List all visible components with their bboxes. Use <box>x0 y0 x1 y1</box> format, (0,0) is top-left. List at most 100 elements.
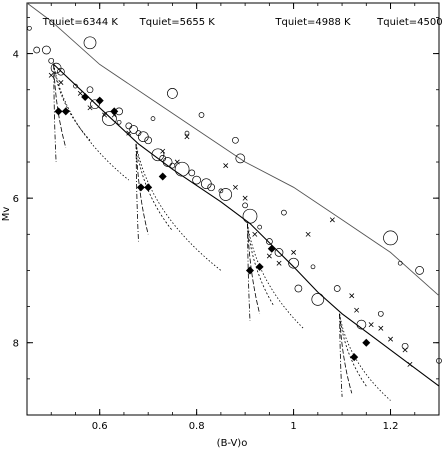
track-curve <box>135 143 173 231</box>
cross-points <box>48 72 413 367</box>
track-curve <box>247 223 251 322</box>
filled-diamond-points <box>54 92 371 362</box>
cross-point <box>48 72 54 78</box>
open-circle-point <box>383 230 398 246</box>
plot-frame <box>26 2 440 416</box>
open-circle-point <box>242 208 258 224</box>
track-curve <box>135 143 149 235</box>
open-circle-point <box>401 342 409 350</box>
tquiet-label: Tquiet=4988 K <box>274 17 351 28</box>
cross-point <box>378 325 384 331</box>
cross-point <box>102 112 108 118</box>
open-circle-point <box>242 202 248 209</box>
open-circle-point <box>377 310 384 317</box>
open-circle-point <box>57 67 65 76</box>
track-curve <box>339 313 367 387</box>
open-circle-point <box>356 319 367 330</box>
open-circle-point <box>83 36 97 50</box>
filled-diamond-point <box>136 183 145 192</box>
cross-point <box>354 307 360 313</box>
open-circle-point <box>137 131 149 143</box>
open-circle-point <box>129 125 138 134</box>
open-circle-point <box>150 116 156 121</box>
open-circle-point <box>27 25 32 31</box>
cross-point <box>407 361 413 367</box>
open-circle-point <box>144 136 153 145</box>
track-curve <box>53 64 57 163</box>
cross-point <box>77 90 83 96</box>
tquiet-label: Tquiet=5655 K <box>139 17 216 28</box>
track-curve <box>339 313 343 397</box>
open-circle-point <box>232 136 239 144</box>
cross-point <box>368 322 374 328</box>
track-curve <box>247 223 261 314</box>
track-curve <box>53 64 91 141</box>
x-tick-label: 0.8 <box>189 421 205 432</box>
track-curve <box>53 64 130 181</box>
cross-point <box>184 134 190 140</box>
filled-diamond-point <box>95 96 104 105</box>
filled-diamond-point <box>350 353 359 362</box>
y-tick-label: 8 <box>13 339 19 350</box>
cross-point <box>223 163 229 169</box>
cross-point <box>305 231 311 237</box>
open-circle-point <box>102 111 117 126</box>
tquiet-label: Tquiet=4500 K <box>376 17 442 28</box>
open-circle-point <box>184 130 190 136</box>
open-circle-point <box>174 161 190 177</box>
open-circle-point <box>73 83 78 89</box>
x-tick-label: 0.6 <box>92 421 108 432</box>
filled-diamond-point <box>158 172 167 181</box>
open-circle-point <box>198 112 205 118</box>
open-circle-point <box>397 260 403 266</box>
upper-gray-line <box>26 2 440 297</box>
open-circle-point <box>333 285 341 292</box>
track-curve <box>247 223 304 329</box>
open-circle-point <box>151 148 165 162</box>
cross-point <box>329 217 335 223</box>
open-circle-point <box>167 88 178 99</box>
cross-point <box>160 148 166 154</box>
cross-point <box>349 293 355 299</box>
tquiet-annotations: Tquiet=6344 K Tquiet=5655 K Tquiet=4988 K T… <box>42 17 442 28</box>
cross-point <box>242 195 248 201</box>
track-curve <box>339 313 353 394</box>
y-tick-label: 6 <box>13 194 19 205</box>
open-circle-point <box>192 175 201 185</box>
track-curve <box>135 143 139 242</box>
open-circle-point <box>48 57 55 64</box>
filled-diamond-point <box>61 107 70 116</box>
cross-point <box>252 231 258 237</box>
cross-point <box>174 159 180 165</box>
open-circle-point <box>257 224 263 230</box>
filled-diamond-point <box>54 107 63 116</box>
open-circle-point <box>266 238 273 245</box>
open-circle-point <box>274 248 284 257</box>
filled-diamond-point <box>362 338 371 347</box>
cross-point <box>266 253 272 259</box>
filled-diamond-point <box>267 244 276 253</box>
open-circle-point <box>311 293 325 306</box>
filled-diamond-point <box>144 183 153 192</box>
open-circle-point <box>169 162 176 169</box>
open-circle-point <box>159 155 167 162</box>
track-curve <box>53 64 67 148</box>
cross-point <box>126 130 132 136</box>
y-tick-label: 4 <box>13 50 19 61</box>
open-circle-point <box>235 153 246 164</box>
open-circle-point <box>188 169 196 177</box>
x-axis-ticks: 0.6 0.8 1 1.2 <box>50 3 440 432</box>
filled-diamond-point <box>255 262 264 271</box>
cross-point <box>276 260 282 266</box>
open-circle-point <box>288 257 299 269</box>
open-circle-point <box>42 45 51 55</box>
open-circle-points <box>27 25 442 364</box>
filled-diamond-point <box>110 107 119 116</box>
open-circle-point <box>294 284 303 293</box>
open-circle-point <box>310 264 316 270</box>
cross-point <box>402 347 408 353</box>
open-circle-point <box>162 157 173 167</box>
x-tick-label: 1.2 <box>383 421 399 432</box>
open-circle-point <box>219 188 233 201</box>
